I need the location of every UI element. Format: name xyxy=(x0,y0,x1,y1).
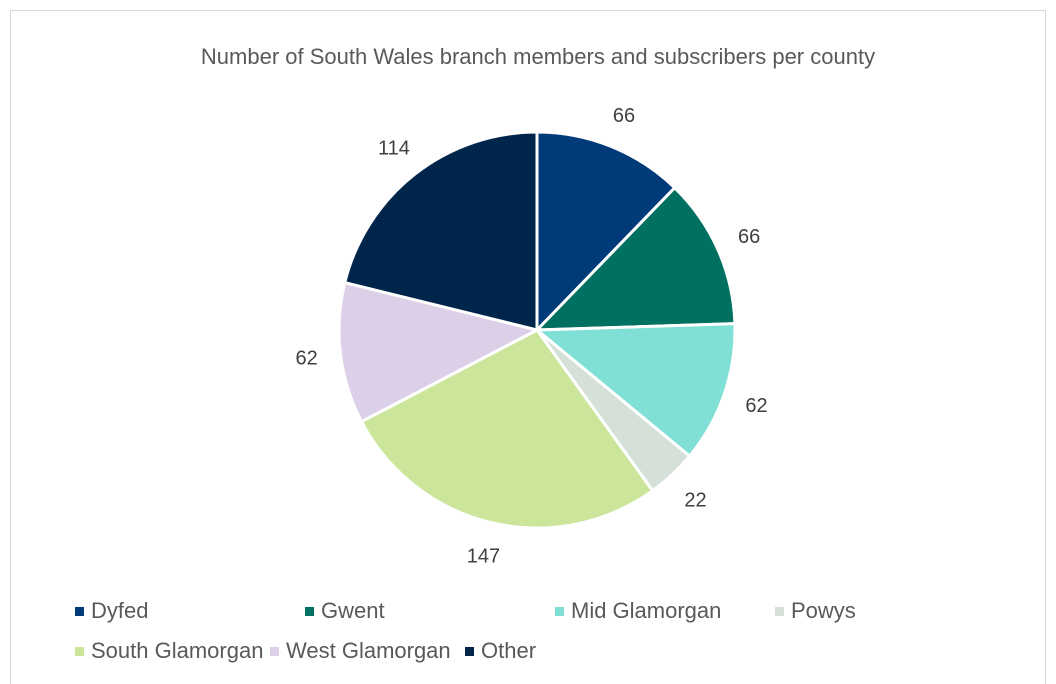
legend-item-mid-glamorgan: Mid Glamorgan xyxy=(555,598,721,624)
legend-item-powys: Powys xyxy=(775,598,856,624)
legend-swatch xyxy=(75,607,84,616)
legend-label: Mid Glamorgan xyxy=(571,598,721,624)
data-label-other: 114 xyxy=(378,137,410,159)
legend-swatch xyxy=(75,647,84,656)
data-label-mid-glamorgan: 62 xyxy=(745,395,767,417)
legend-swatch xyxy=(305,607,314,616)
legend-label: Powys xyxy=(791,598,856,624)
data-label-south-glamorgan: 147 xyxy=(467,546,500,568)
legend-swatch xyxy=(465,647,474,656)
legend-swatch xyxy=(775,607,784,616)
legend-item-south-glamorgan: South Glamorgan xyxy=(75,638,263,664)
data-label-west-glamorgan: 62 xyxy=(296,348,318,370)
legend-label: West Glamorgan xyxy=(286,638,451,664)
legend-swatch xyxy=(555,607,564,616)
data-label-powys: 22 xyxy=(684,489,706,511)
legend-item-dyfed: Dyfed xyxy=(75,598,148,624)
legend-label: Gwent xyxy=(321,598,385,624)
data-label-dyfed: 66 xyxy=(613,105,635,127)
legend-swatch xyxy=(270,647,279,656)
legend-item-west-glamorgan: West Glamorgan xyxy=(270,638,451,664)
legend-item-gwent: Gwent xyxy=(305,598,385,624)
legend-label: Dyfed xyxy=(91,598,148,624)
data-label-gwent: 66 xyxy=(738,226,760,248)
legend-label: Other xyxy=(481,638,536,664)
legend-item-other: Other xyxy=(465,638,536,664)
legend-label: South Glamorgan xyxy=(91,638,263,664)
